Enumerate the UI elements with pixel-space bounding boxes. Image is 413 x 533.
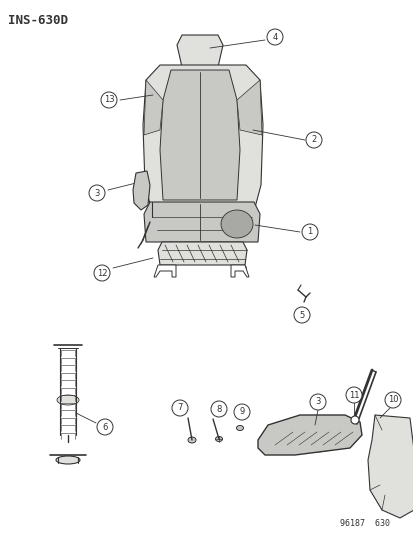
Circle shape [160, 265, 165, 271]
Circle shape [171, 400, 188, 416]
PathPatch shape [144, 80, 163, 135]
Circle shape [301, 224, 317, 240]
PathPatch shape [144, 202, 259, 242]
Text: INS-630D: INS-630D [8, 14, 68, 27]
Text: 5: 5 [299, 311, 304, 319]
Circle shape [94, 265, 110, 281]
PathPatch shape [158, 242, 247, 265]
Text: 7: 7 [177, 403, 182, 413]
PathPatch shape [133, 171, 150, 210]
Circle shape [211, 401, 226, 417]
Circle shape [89, 185, 105, 201]
PathPatch shape [230, 265, 248, 277]
PathPatch shape [159, 70, 240, 200]
Circle shape [293, 307, 309, 323]
Text: 1: 1 [306, 228, 312, 237]
Circle shape [241, 265, 246, 271]
Text: 96187  630: 96187 630 [339, 519, 389, 528]
Circle shape [384, 392, 400, 408]
Text: 10: 10 [387, 395, 397, 405]
Circle shape [266, 29, 282, 45]
Circle shape [350, 416, 358, 424]
PathPatch shape [177, 35, 223, 67]
PathPatch shape [367, 415, 413, 518]
PathPatch shape [154, 265, 176, 277]
Text: 8: 8 [216, 405, 221, 414]
Circle shape [309, 394, 325, 410]
Text: 13: 13 [103, 95, 114, 104]
Circle shape [97, 419, 113, 435]
Text: 9: 9 [239, 408, 244, 416]
Ellipse shape [56, 456, 80, 464]
Text: 6: 6 [102, 423, 107, 432]
Ellipse shape [57, 395, 79, 405]
Text: 2: 2 [311, 135, 316, 144]
Text: 3: 3 [315, 398, 320, 407]
Ellipse shape [215, 437, 222, 441]
Circle shape [345, 387, 361, 403]
PathPatch shape [236, 80, 261, 135]
Text: 11: 11 [348, 391, 358, 400]
Ellipse shape [236, 425, 243, 431]
Circle shape [101, 92, 117, 108]
PathPatch shape [257, 415, 361, 455]
Ellipse shape [188, 437, 195, 443]
Ellipse shape [221, 210, 252, 238]
Circle shape [233, 404, 249, 420]
Text: 12: 12 [97, 269, 107, 278]
Text: 3: 3 [94, 189, 100, 198]
Circle shape [147, 192, 157, 202]
PathPatch shape [142, 65, 262, 215]
Circle shape [305, 132, 321, 148]
Text: 4: 4 [272, 33, 277, 42]
